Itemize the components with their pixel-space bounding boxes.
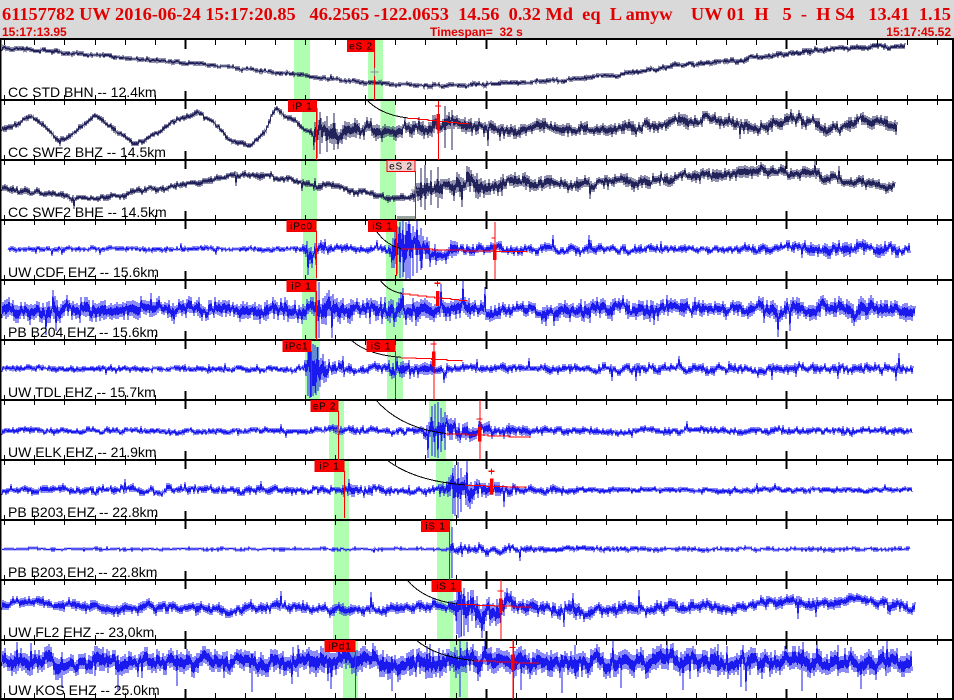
svg-text:PB B203 EHZ -- 22.8km: PB B203 EHZ -- 22.8km: [8, 504, 158, 520]
svg-text:UW ELK EHZ -- 21.9km: UW ELK EHZ -- 21.9km: [8, 444, 157, 460]
svg-text:UW KOS EHZ -- 25.0km: UW KOS EHZ -- 25.0km: [8, 682, 160, 698]
svg-text:iP 1: iP 1: [319, 462, 339, 473]
svg-text:iPd1: iPd1: [328, 642, 351, 653]
svg-text:iS 1: iS 1: [371, 342, 391, 353]
svg-text:CC SWF2 BHZ -- 14.5km: CC SWF2 BHZ -- 14.5km: [8, 144, 166, 160]
svg-text:15:17:45.52: 15:17:45.52: [886, 25, 951, 39]
svg-text:iPc0: iPc0: [290, 222, 313, 233]
svg-text:CC STD BHN -- 12.4km: CC STD BHN -- 12.4km: [8, 84, 157, 100]
svg-text:CC SWF2 BHE -- 14.5km: CC SWF2 BHE -- 14.5km: [8, 204, 167, 220]
svg-text:iP 1: iP 1: [292, 102, 312, 113]
svg-text:eP 2: eP 2: [313, 402, 337, 413]
svg-text:PB B204 EHZ -- 15.6km: PB B204 EHZ -- 15.6km: [8, 324, 158, 340]
svg-text:iPc1: iPc1: [286, 342, 309, 353]
svg-text:eS 2: eS 2: [389, 162, 413, 173]
svg-text:15:17:13.95: 15:17:13.95: [2, 25, 67, 39]
svg-text:iS 1: iS 1: [372, 222, 392, 233]
svg-text:iP 1: iP 1: [291, 282, 311, 293]
svg-text:UW TDL EHZ -- 15.7km: UW TDL EHZ -- 15.7km: [8, 384, 156, 400]
svg-text:iS 1: iS 1: [425, 522, 445, 533]
svg-text:eS 2: eS 2: [349, 42, 373, 53]
svg-text:61157782 UW 2016-06-24 15:17:2: 61157782 UW 2016-06-24 15:17:20.85 46.25…: [2, 4, 951, 24]
svg-text:UW FL2 EHZ -- 23.0km: UW FL2 EHZ -- 23.0km: [8, 624, 154, 640]
svg-text:UW CDF EHZ -- 15.6km: UW CDF EHZ -- 15.6km: [8, 264, 159, 280]
svg-text:Timespan= 32 s: Timespan= 32 s: [430, 25, 523, 39]
svg-text:PB B203 EH2 -- 22.8km: PB B203 EH2 -- 22.8km: [8, 564, 157, 580]
svg-text:iS 1: iS 1: [436, 582, 456, 593]
